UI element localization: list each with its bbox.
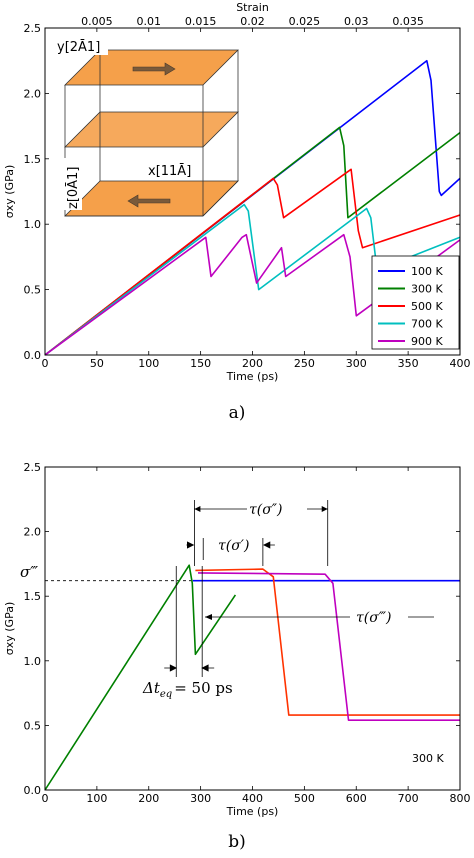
tau-triple-arrowhead-icon <box>205 614 212 620</box>
box-edge <box>202 180 239 217</box>
strain-tick-label: 0.03 <box>344 15 369 28</box>
y-tick-label: 2.5 <box>24 22 42 35</box>
legend-entry: 900 K <box>411 335 443 348</box>
panel-a-series-line <box>44 168 461 356</box>
x-axis-label: Time (ps) <box>226 370 279 383</box>
tau-double-label: τ(σ″) <box>249 502 282 518</box>
panel-a-series-line <box>44 233 461 356</box>
panel-b-frame <box>44 466 461 791</box>
x-tick-label: 0 <box>42 792 49 805</box>
x-tick-label: 150 <box>190 357 211 370</box>
bottom-plane <box>64 180 239 217</box>
dt-arrow-right-icon <box>201 664 215 672</box>
y-tick-label: 0.0 <box>24 784 42 797</box>
legend-entry: 300 K <box>411 283 443 296</box>
panel-a-series-line <box>44 59 461 356</box>
x-tick-label: 500 <box>294 792 315 805</box>
x-tick-label: 300 <box>190 792 211 805</box>
inset-y-label: y[2Ā1] <box>57 40 100 55</box>
y-axis-label: σxy (GPa) <box>3 602 16 655</box>
x-tick-label: 100 <box>138 357 159 370</box>
shear-arrow-left-icon <box>127 194 171 208</box>
tau-single-label: τ(σ′) <box>218 538 249 554</box>
strain-tick-label: 0.035 <box>392 15 424 28</box>
legend-entry: 700 K <box>411 318 443 331</box>
strain-tick-label: 0.01 <box>137 15 162 28</box>
inset-x-label: x[11Ā] <box>148 164 191 179</box>
x-label-bg <box>146 160 198 180</box>
y-label-bg <box>54 35 108 55</box>
x-tick-label: 0 <box>42 357 49 370</box>
x-tick-label: 100 <box>86 792 107 805</box>
strain-tick-label: 0.005 <box>81 15 113 28</box>
panel-b-series-line <box>44 564 237 791</box>
tau-single-arrow-right-icon <box>262 541 275 549</box>
y-tick-label: 0.0 <box>24 349 42 362</box>
strain-tick-label: 0.02 <box>240 15 265 28</box>
y-tick-label: 0.5 <box>24 284 42 297</box>
z-label-bg <box>62 158 82 210</box>
x-tick-label: 50 <box>90 357 104 370</box>
tau-single-arrow-left-icon <box>186 541 195 549</box>
panel-b-label: b) <box>228 832 246 852</box>
tau-triple-label: τ(σ‴) <box>356 610 392 626</box>
legend: 100 K 300 K 500 K 700 K 900 K <box>371 255 460 350</box>
x-tick-label: 400 <box>450 357 471 370</box>
y-tick-label: 1.0 <box>24 218 42 231</box>
y-tick-label: 1.5 <box>24 153 42 166</box>
dt-arrow-left-icon <box>164 664 178 672</box>
x-tick-label: 300 <box>346 357 367 370</box>
panel-a-label: a) <box>228 403 246 423</box>
y-tick-label: 2.0 <box>24 87 42 100</box>
x-tick-label: 250 <box>294 357 315 370</box>
panel-b-series-line <box>197 572 460 721</box>
y-tick-label: 0.5 <box>24 719 42 732</box>
x-tick-label: 350 <box>398 357 419 370</box>
panel-b-series-line <box>195 568 460 716</box>
panel-a-frame <box>44 27 461 356</box>
y-tick-label: 1.5 <box>24 590 42 603</box>
y-tick-label: 2.0 <box>24 526 42 539</box>
delta-t-subscript: eq <box>160 689 172 700</box>
strain-axis-label: Strain <box>236 1 269 14</box>
x-tick-label: 600 <box>346 792 367 805</box>
x-tick-label: 200 <box>242 357 263 370</box>
strain-tick-label: 0.025 <box>289 15 321 28</box>
x-tick-label: 800 <box>450 792 471 805</box>
delta-t-symbol: Δt <box>142 679 161 697</box>
middle-plane <box>64 111 239 148</box>
delta-t-value: = 50 ps <box>174 679 233 697</box>
shear-arrow-right-icon <box>132 62 176 76</box>
sigma-triple-label: σ‴ <box>20 563 38 581</box>
crystal-inset: y[2Ā1] x[11Ā] z[0Ā1] <box>54 35 239 217</box>
y-axis-label: σxy (GPa) <box>3 165 16 218</box>
legend-entry: 500 K <box>411 300 443 313</box>
delta-t-label: Δteq = 50 ps <box>142 679 233 700</box>
temperature-label: 300 K <box>412 752 444 765</box>
y-tick-label: 1.0 <box>24 655 42 668</box>
legend-entry: 100 K <box>411 265 443 278</box>
x-tick-label: 700 <box>398 792 419 805</box>
x-tick-label: 200 <box>138 792 159 805</box>
inset-z-label: z[0Ā1] <box>66 167 81 209</box>
y-tick-label: 2.5 <box>24 461 42 474</box>
x-axis-label: Time (ps) <box>226 805 279 818</box>
x-tick-label: 400 <box>242 792 263 805</box>
strain-tick-label: 0.015 <box>185 15 217 28</box>
